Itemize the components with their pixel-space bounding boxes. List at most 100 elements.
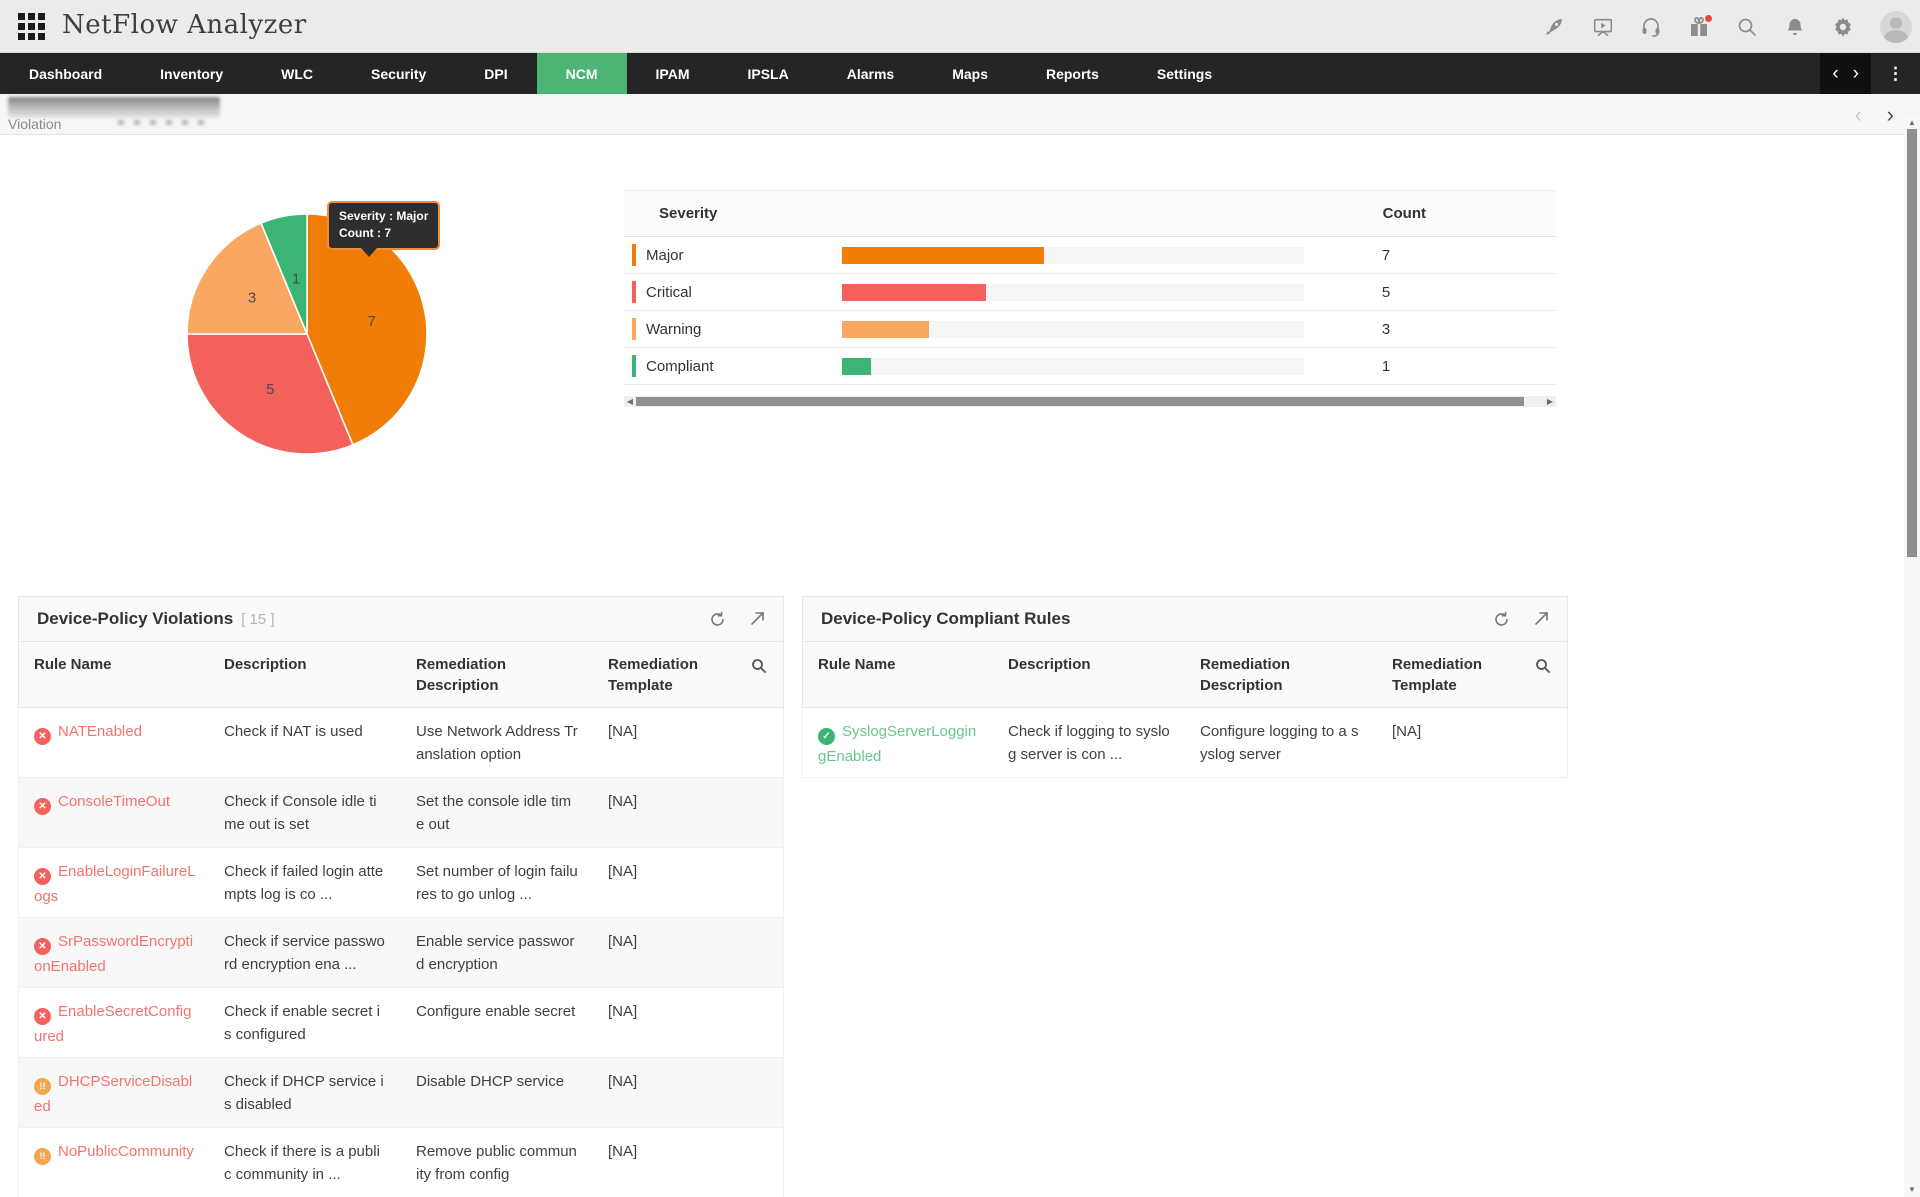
nav-overflow-menu-icon[interactable]: ⋮ — [1887, 63, 1904, 83]
redacted-breadcrumb-smudge — [118, 120, 214, 125]
rule-severity-icon: ✕ — [34, 728, 51, 745]
col-rule-name: Rule Name — [34, 656, 112, 673]
severity-row-compliant[interactable]: Compliant 1 — [624, 348, 1556, 385]
col-remediation-description: Remediation Description — [416, 656, 507, 694]
rule-name-link[interactable]: SrPasswordEncryptionEnabled — [34, 933, 194, 975]
avatar-head — [1890, 16, 1902, 29]
vscroll-down-arrow-icon[interactable]: ▼ — [1908, 1185, 1916, 1194]
tooltip-severity-line: Severity : Major — [339, 209, 429, 223]
col-description: Description — [224, 656, 307, 673]
hscroll-right-arrow-icon[interactable]: ▶ — [1546, 397, 1554, 406]
rule-remediation-template: [NA] — [608, 1143, 638, 1160]
tab-maps[interactable]: Maps — [952, 65, 988, 82]
table-row: !! NoPublicCommunity Check if there is a p… — [18, 1128, 784, 1197]
severity-bar-track — [842, 357, 1304, 375]
hscroll-thumb[interactable] — [636, 397, 1524, 406]
pie-value-label: 3 — [248, 289, 256, 306]
expand-icon[interactable] — [750, 611, 765, 626]
tab-settings[interactable]: Settings — [1156, 65, 1213, 82]
table-search-icon[interactable] — [751, 658, 767, 679]
rule-remediation-description: Enable service password encryption — [416, 933, 575, 973]
rule-remediation-description: Set number of login failures to go unlog… — [416, 863, 578, 903]
rule-description: Check if there is a public community in … — [224, 1143, 380, 1183]
severity-bar-track — [842, 283, 1304, 301]
severity-bar-track — [842, 320, 1304, 338]
severity-row-critical[interactable]: Critical 5 — [624, 274, 1556, 311]
severity-pie-chart: 7 5 3 1 — [184, 211, 430, 457]
panel-title: Device-Policy Violations — [37, 609, 234, 628]
tab-ipsla[interactable]: IPSLA — [747, 65, 789, 82]
severity-count: 1 — [1381, 357, 1391, 375]
severity-bar-fill — [842, 283, 987, 301]
tab-reports[interactable]: Reports — [1045, 65, 1099, 82]
tab-inventory[interactable]: Inventory — [160, 65, 224, 82]
tab-dpi[interactable]: DPI — [484, 65, 508, 82]
pie-slice-critical[interactable] — [186, 333, 354, 455]
expand-icon[interactable] — [1534, 611, 1549, 626]
severity-accent — [632, 355, 636, 377]
support-headset-icon[interactable] — [1640, 16, 1662, 38]
top-header-bar: NetFlow Analyzer — [0, 0, 1920, 53]
rocket-icon[interactable] — [1544, 16, 1566, 38]
search-icon[interactable] — [1736, 16, 1758, 38]
nav-scroll-left-icon[interactable]: ‹ — [1832, 63, 1839, 84]
tab-ipam[interactable]: IPAM — [655, 65, 690, 82]
rule-description: Check if service password encryption ena… — [224, 933, 385, 973]
whats-new-gift-icon[interactable] — [1688, 14, 1712, 38]
vscroll-up-arrow-icon[interactable]: ▲ — [1908, 118, 1916, 127]
col-rule-name: Rule Name — [818, 656, 896, 673]
rule-severity-icon: ✕ — [34, 798, 51, 815]
tab-ncm[interactable]: NCM — [536, 53, 627, 94]
page-vscrollbar[interactable]: ▲ ▼ — [1904, 115, 1920, 1197]
table-row: ✕ ConsoleTimeOut Check if Console idle tim… — [18, 778, 784, 848]
rule-remediation-description: Disable DHCP service — [416, 1073, 565, 1090]
rule-remediation-description: Set the console idle time out — [416, 793, 572, 833]
rule-remediation-template: [NA] — [1392, 723, 1422, 740]
severity-bar-fill — [842, 357, 871, 375]
severity-label: Critical — [646, 283, 692, 301]
rule-remediation-description: Use Network Address Translation option — [416, 723, 578, 763]
severity-label: Warning — [646, 320, 702, 338]
rule-severity-icon: !! — [34, 1148, 51, 1165]
tab-security[interactable]: Security — [371, 65, 427, 82]
demo-player-icon[interactable] — [1592, 16, 1614, 38]
user-avatar[interactable] — [1880, 10, 1912, 43]
rule-name-link[interactable]: EnableLoginFailureLogs — [34, 863, 196, 905]
vscroll-thumb[interactable] — [1907, 129, 1917, 557]
severity-row-major[interactable]: Major 7 — [624, 237, 1556, 274]
settings-gear-icon[interactable] — [1832, 16, 1854, 38]
page-prev-icon[interactable]: ‹ — [1854, 102, 1862, 127]
app-grid-icon[interactable] — [18, 13, 46, 41]
pie-slice-warning[interactable] — [186, 222, 309, 335]
refresh-icon[interactable] — [709, 611, 726, 628]
rule-name-link[interactable]: NoPublicCommunity — [58, 1143, 194, 1160]
tab-wlc[interactable]: WLC — [281, 65, 314, 82]
hscroll-left-arrow-icon[interactable]: ◀ — [626, 397, 634, 406]
severity-accent — [632, 244, 636, 266]
rule-name-link[interactable]: NATEnabled — [58, 723, 142, 740]
rule-name-link[interactable]: ConsoleTimeOut — [58, 793, 170, 810]
table-search-icon[interactable] — [1535, 658, 1551, 679]
table-row: ✕ SrPasswordEncryptionEnabled Check if ser… — [18, 918, 784, 988]
violations-table-header: Rule Name Description Remediation Descri… — [18, 642, 784, 708]
avatar-body — [1884, 29, 1908, 43]
pie-value-label: 5 — [266, 381, 274, 398]
device-policy-compliant-panel: Device-Policy Compliant Rules Rule Name … — [802, 596, 1568, 832]
severity-label: Major — [646, 246, 684, 264]
rule-name-link[interactable]: SyslogServerLoggingEnabled — [818, 723, 977, 765]
rule-remediation-template: [NA] — [608, 933, 638, 950]
col-remediation-template: Remediation Template — [1392, 656, 1483, 694]
notifications-bell-icon[interactable] — [1784, 16, 1806, 38]
rule-name-link[interactable]: EnableSecretConfigured — [34, 1003, 192, 1045]
rule-name-link[interactable]: DHCPServiceDisabled — [34, 1073, 193, 1115]
nav-scroll-right-icon[interactable]: › — [1852, 63, 1859, 84]
pie-slice-compliant[interactable] — [260, 213, 308, 335]
refresh-icon[interactable] — [1493, 611, 1510, 628]
severity-row-warning[interactable]: Warning 3 — [624, 311, 1556, 348]
tooltip-tail — [361, 248, 377, 257]
tab-dashboard[interactable]: Dashboard — [29, 65, 103, 82]
tab-alarms[interactable]: Alarms — [846, 65, 895, 82]
page-next-icon[interactable]: › — [1886, 102, 1894, 127]
severity-table-hscrollbar[interactable]: ◀ ▶ — [624, 396, 1556, 407]
violations-count-badge: [ 15 ] — [241, 610, 275, 628]
